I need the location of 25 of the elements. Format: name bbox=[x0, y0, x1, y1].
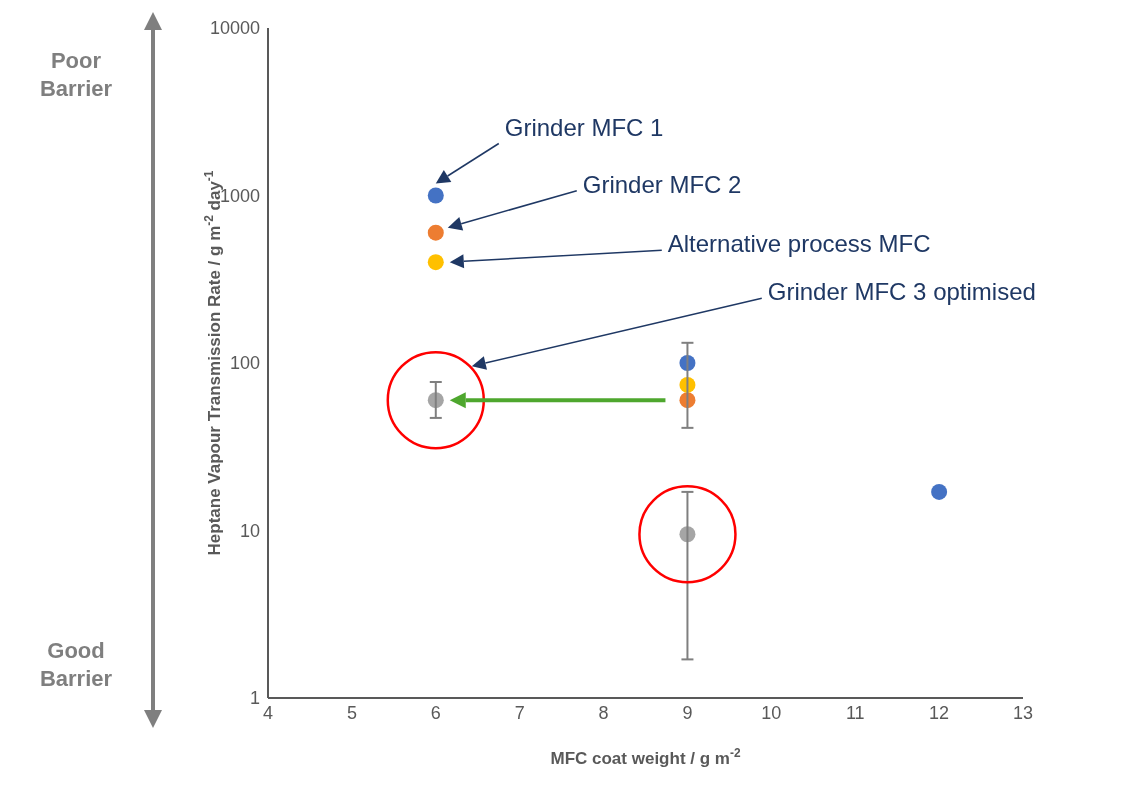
annotation: Grinder MFC 1 bbox=[504, 113, 664, 141]
annotation: Alternative process MFC bbox=[667, 230, 931, 258]
text: Good Barrier bbox=[39, 638, 113, 691]
x-tick-label: 4 bbox=[262, 702, 274, 723]
x-tick-label: 5 bbox=[346, 702, 357, 723]
annotation: Grinder MFC 2 bbox=[582, 170, 742, 198]
annotation: Grinder MFC 3 optimised bbox=[767, 278, 1036, 306]
y-tick-label: 10 bbox=[239, 520, 260, 541]
x-axis-title: MFC coat weight / g m$^{-2}$ bbox=[550, 746, 741, 768]
x-tick-label: 6 bbox=[430, 702, 441, 723]
x-tick-label: 7 bbox=[514, 702, 525, 723]
x-tick-label: 8 bbox=[598, 702, 609, 723]
x-tick-label: 9 bbox=[682, 702, 693, 723]
y-tick-label: 100 bbox=[229, 353, 260, 374]
x-tick-label: 12 bbox=[929, 702, 950, 723]
x-tick-label: 11 bbox=[845, 702, 865, 723]
point bbox=[427, 224, 444, 241]
y-tick-label: 10000 bbox=[209, 18, 260, 39]
x-tick-label: 10 bbox=[761, 702, 782, 723]
text: Poor Barrier bbox=[39, 48, 113, 101]
y-tick-label: 1 bbox=[249, 688, 260, 709]
point bbox=[427, 254, 444, 271]
point bbox=[931, 483, 948, 500]
point bbox=[427, 187, 444, 204]
x-tick-label: 13 bbox=[1012, 702, 1034, 723]
